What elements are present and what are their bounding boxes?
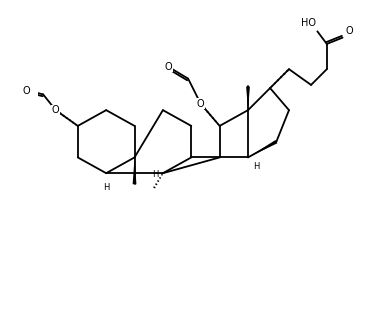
Text: H: H xyxy=(152,170,158,179)
Text: O: O xyxy=(346,26,353,36)
Text: O: O xyxy=(197,99,205,109)
Polygon shape xyxy=(248,140,277,157)
Text: O: O xyxy=(52,105,60,115)
Text: HO: HO xyxy=(301,18,316,28)
Text: O: O xyxy=(165,62,172,72)
Polygon shape xyxy=(132,157,136,184)
Text: O: O xyxy=(23,86,31,96)
Polygon shape xyxy=(246,86,250,110)
Text: H: H xyxy=(253,162,259,171)
Text: H: H xyxy=(103,183,109,192)
